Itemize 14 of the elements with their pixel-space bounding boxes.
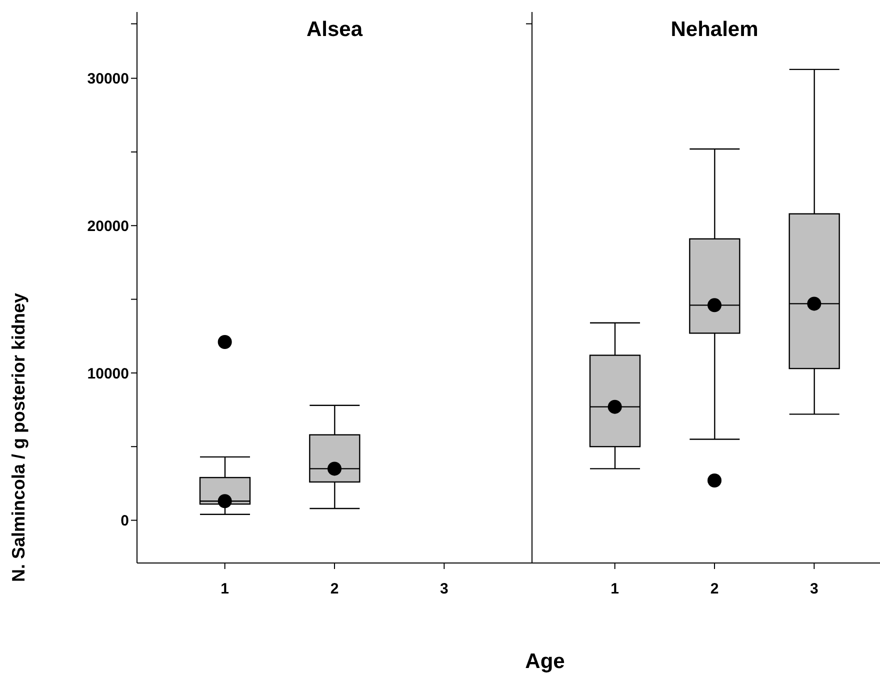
x-axis-title: Age [524, 650, 566, 674]
y-tick-label: 20000 [87, 218, 129, 235]
y-tick-label: 10000 [87, 365, 129, 382]
y-tick-label: 0 [120, 512, 129, 530]
chart-title: Alsea [305, 18, 364, 42]
x-tick-label: 2 [710, 580, 719, 598]
x-tick-label: 3 [810, 580, 818, 598]
x-tick-label: 3 [440, 580, 448, 598]
y-axis-title: N. Salmincola / g posterior kidney [8, 292, 28, 582]
x-tick-label: 1 [610, 580, 620, 598]
x-tick-label: 1 [220, 580, 230, 598]
chart-title: Nehalem [670, 18, 760, 42]
y-tick-label: 30000 [87, 70, 129, 88]
x-tick-label: 2 [330, 580, 339, 598]
